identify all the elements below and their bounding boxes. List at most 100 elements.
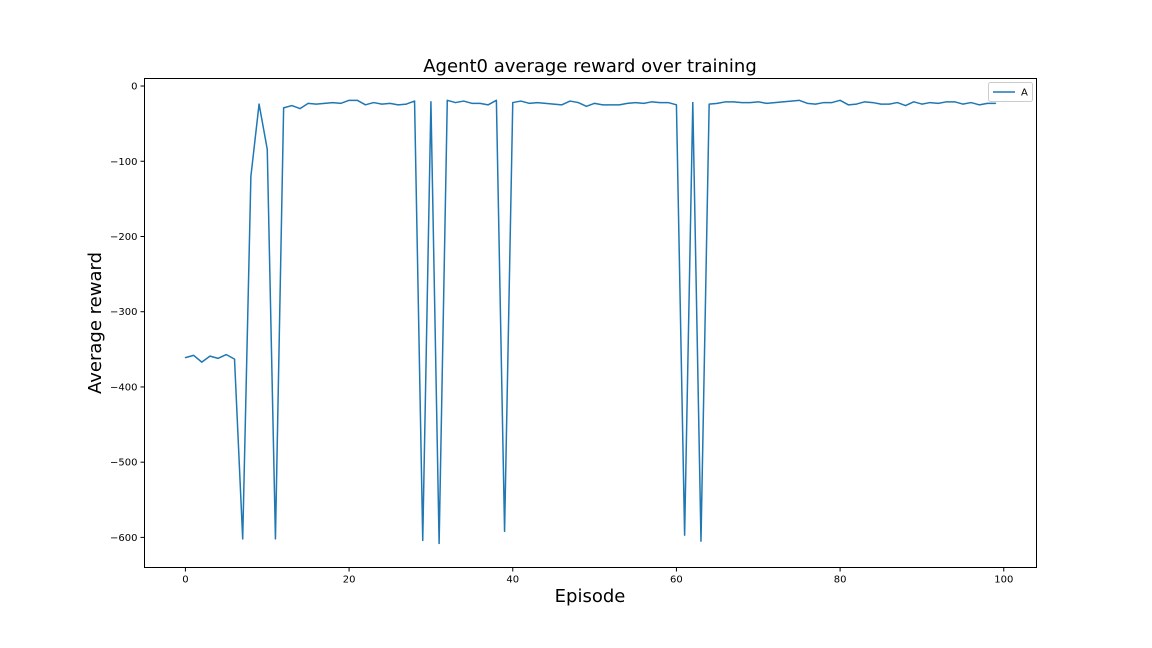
series-layer xyxy=(184,99,997,545)
data-point xyxy=(544,102,547,104)
data-point xyxy=(994,102,997,104)
data-point xyxy=(348,99,350,101)
data-point xyxy=(471,102,473,104)
data-point xyxy=(602,104,604,106)
data-point xyxy=(225,354,227,356)
data-point xyxy=(954,101,956,103)
legend: A xyxy=(988,82,1033,102)
y-tick-label: −600 xyxy=(110,533,137,544)
data-point xyxy=(823,101,825,104)
data-point xyxy=(798,99,800,101)
x-tick-label: 40 xyxy=(506,575,519,586)
data-point xyxy=(749,101,751,104)
data-point xyxy=(904,104,907,107)
data-point xyxy=(553,103,555,105)
data-point xyxy=(741,101,743,104)
chart-title: Agent0 average reward over training xyxy=(423,56,757,77)
data-point xyxy=(266,148,268,150)
data-point xyxy=(389,102,391,104)
data-point xyxy=(651,101,653,103)
data-point xyxy=(193,354,195,356)
x-tick-label: 60 xyxy=(670,575,683,586)
data-point xyxy=(463,100,465,102)
data-point xyxy=(708,103,710,105)
data-point xyxy=(634,101,637,104)
data-point xyxy=(864,101,866,103)
data-point xyxy=(307,102,309,104)
x-tick-label: 100 xyxy=(994,575,1013,586)
data-point xyxy=(569,100,571,102)
data-point xyxy=(217,357,219,359)
data-point xyxy=(291,104,293,107)
data-point xyxy=(610,104,612,106)
data-point xyxy=(454,101,457,104)
y-tick-label: −200 xyxy=(110,232,137,243)
data-point xyxy=(585,105,588,107)
data-point xyxy=(397,104,399,106)
data-point xyxy=(438,542,440,545)
plot-area xyxy=(144,78,1037,568)
data-point xyxy=(921,103,923,105)
data-point xyxy=(970,101,972,104)
data-point xyxy=(790,100,792,102)
data-point xyxy=(315,103,317,105)
x-tick-label: 20 xyxy=(343,575,356,586)
data-point xyxy=(716,102,718,104)
data-point xyxy=(536,101,538,104)
y-axis-label: Average reward xyxy=(85,252,106,394)
data-point xyxy=(593,102,596,104)
data-point xyxy=(381,103,383,105)
data-point xyxy=(323,102,326,104)
data-point xyxy=(782,101,784,103)
data-point xyxy=(373,101,375,104)
data-point xyxy=(283,107,285,109)
y-tick-label: −400 xyxy=(110,382,137,393)
data-point xyxy=(577,101,579,104)
data-point xyxy=(184,357,187,359)
data-point xyxy=(913,101,915,103)
data-point xyxy=(929,101,931,104)
x-tick-label: 80 xyxy=(834,575,847,586)
data-point xyxy=(806,102,808,104)
data-point xyxy=(724,101,727,103)
data-point xyxy=(209,355,211,357)
data-point xyxy=(528,102,530,104)
data-point xyxy=(242,538,244,540)
data-point xyxy=(618,104,620,106)
data-point xyxy=(962,103,964,105)
data-point xyxy=(340,102,342,104)
data-point xyxy=(896,101,898,104)
data-point xyxy=(503,530,506,532)
data-point xyxy=(446,99,448,101)
y-tick-label: −100 xyxy=(110,157,137,168)
data-point xyxy=(250,175,252,177)
data-point xyxy=(659,101,661,104)
y-tick-label: −300 xyxy=(110,307,137,318)
data-point xyxy=(675,104,678,106)
data-point xyxy=(495,99,497,101)
data-point xyxy=(299,107,301,110)
x-tick-label: 0 xyxy=(182,575,188,586)
data-point xyxy=(888,103,890,105)
plot-frame xyxy=(144,78,1037,568)
data-point xyxy=(561,104,563,106)
data-point xyxy=(626,102,628,104)
data-point xyxy=(839,99,841,101)
data-point xyxy=(814,103,817,105)
data-point xyxy=(258,103,260,105)
data-point xyxy=(413,100,416,102)
data-point xyxy=(700,540,702,542)
x-axis-label: Episode xyxy=(555,586,626,607)
data-point xyxy=(479,102,481,104)
series-line-A xyxy=(185,99,996,545)
y-tick-label: 0 xyxy=(131,82,137,93)
data-point xyxy=(733,101,735,103)
data-point xyxy=(872,101,874,104)
data-point xyxy=(422,539,424,542)
data-point xyxy=(774,101,776,104)
data-point xyxy=(757,101,759,103)
data-point xyxy=(847,104,849,106)
data-point xyxy=(274,538,277,540)
data-point xyxy=(430,101,432,103)
